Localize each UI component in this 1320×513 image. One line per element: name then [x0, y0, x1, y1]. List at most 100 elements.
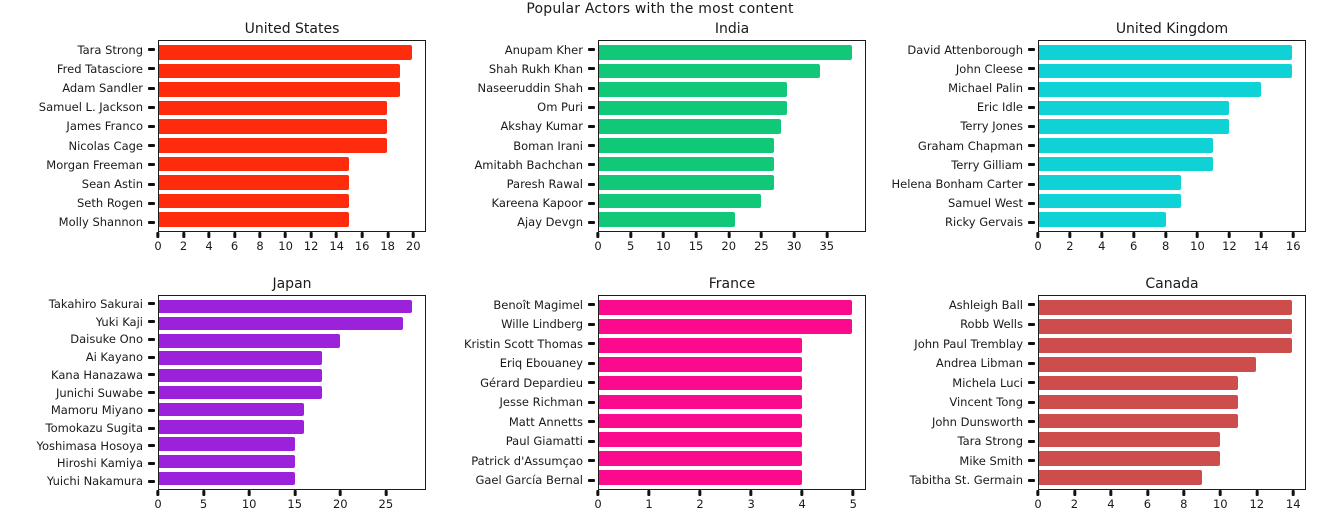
- x-tick: 25: [754, 232, 769, 253]
- y-tick-mark: [1028, 105, 1035, 109]
- x-tick-label: 10: [1190, 239, 1205, 253]
- y-tick-mark: [1028, 478, 1035, 482]
- category-label: Ricky Gervais: [945, 215, 1023, 230]
- y-tick-mark: [1028, 361, 1035, 365]
- bar-slot: [1039, 80, 1305, 99]
- category-label: Tara Strong: [77, 42, 143, 57]
- bar-slot: [599, 210, 865, 229]
- x-tick-mark: [1218, 490, 1222, 496]
- category-row: Amitabh Bachchan: [440, 155, 598, 174]
- category-row: David Attenborough: [880, 40, 1038, 59]
- x-tick: 12: [1249, 490, 1264, 511]
- bar: [159, 299, 413, 314]
- category-label: Wille Lindberg: [501, 317, 583, 332]
- x-tick-label: 4: [1107, 497, 1115, 511]
- x-tick-mark: [309, 232, 313, 238]
- bar-slot: [1039, 192, 1305, 211]
- x-tick: 2: [1066, 232, 1074, 253]
- bar: [599, 318, 853, 334]
- x-tick-label: 0: [594, 497, 602, 511]
- category-label: Hiroshi Kamiya: [56, 456, 143, 471]
- bar: [159, 82, 400, 97]
- x-tick-label: 12: [1222, 239, 1237, 253]
- x-tick-label: 8: [256, 239, 264, 253]
- bar-slot: [1039, 210, 1305, 229]
- x-tick: 15: [287, 490, 302, 511]
- x-tick-label: 10: [278, 239, 293, 253]
- category-label: Amitabh Bachchan: [474, 157, 583, 172]
- bar-slot: [1039, 355, 1305, 374]
- x-tick: 35: [819, 232, 834, 253]
- category-label: Anupam Kher: [504, 42, 583, 57]
- y-tick-mark: [148, 373, 155, 377]
- x-tick-label: 1: [645, 497, 653, 511]
- category-label: Patrick d'Assumçao: [471, 453, 583, 468]
- category-row: Samuel L. Jackson: [0, 98, 158, 117]
- x-tick: 25: [379, 490, 393, 511]
- y-tick-mark: [588, 381, 595, 385]
- bar-slot: [599, 80, 865, 99]
- x-tick-mark: [825, 232, 829, 238]
- y-tick-mark: [148, 320, 155, 324]
- bar-slot: [1039, 62, 1305, 81]
- x-tick-mark: [1072, 490, 1076, 496]
- subplot-canada: Canada Ashleigh Ball Robb Wells John Paul T…: [880, 255, 1320, 513]
- category-row: Hiroshi Kamiya: [0, 455, 158, 473]
- x-tick-label: 0: [1034, 497, 1042, 511]
- x-tick-label: 0: [154, 239, 162, 253]
- x-axis: 0 2 4 6 8 10 12 14: [1034, 490, 1306, 513]
- x-tick: 2: [180, 232, 187, 253]
- x-tick: 16: [355, 232, 370, 253]
- x-tick-label: 2: [696, 497, 704, 511]
- category-label: Benoît Magimel: [493, 297, 583, 312]
- x-tick-mark: [247, 490, 251, 496]
- x-tick: 4: [1107, 490, 1115, 511]
- x-tick-mark: [629, 232, 633, 238]
- category-row: Tomokazu Sugita: [0, 419, 158, 437]
- y-tick-mark: [1028, 201, 1035, 205]
- category-label: Terry Gilliam: [951, 157, 1023, 172]
- x-tick-label: 5: [627, 239, 635, 253]
- x-tick-mark: [181, 232, 185, 238]
- y-tick-mark: [588, 48, 595, 52]
- bar: [1039, 413, 1239, 429]
- bar: [159, 193, 349, 209]
- bar-slot: [599, 155, 865, 174]
- category-label: Adam Sandler: [62, 81, 143, 95]
- category-label: Mike Smith: [959, 453, 1023, 468]
- category-label: Eric Idle: [976, 100, 1023, 115]
- bar: [599, 82, 788, 97]
- x-tick-mark: [207, 232, 211, 238]
- bar-slot: [599, 336, 865, 355]
- bar: [599, 337, 802, 353]
- y-tick-mark: [148, 426, 155, 430]
- bar-slot: [159, 117, 425, 136]
- subplot-title: India: [714, 21, 750, 37]
- y-axis-labels: Anupam Kher Shah Rukh Khan Naseeruddin Sha…: [440, 40, 598, 232]
- x-tick-label: 10: [1212, 497, 1228, 511]
- bar-slot: [599, 99, 865, 118]
- category-row: Anupam Kher: [440, 40, 598, 59]
- x-tick-mark: [156, 490, 160, 496]
- x-tick-mark: [1036, 232, 1040, 238]
- bar: [599, 212, 736, 227]
- x-tick-mark: [698, 490, 702, 496]
- category-row: Helena Bonham Carter: [880, 174, 1038, 193]
- subplot-united-kingdom: United Kingdom David Attenborough John Cle…: [880, 0, 1320, 255]
- y-tick-mark: [588, 400, 595, 404]
- y-tick-mark: [588, 342, 595, 346]
- x-tick: 12: [1222, 232, 1237, 253]
- y-axis-labels: Tara Strong Fred Tatasciore Adam Sandler Sa…: [0, 40, 158, 232]
- category-row: Paresh Rawal: [440, 174, 598, 193]
- y-tick-mark: [148, 48, 155, 52]
- bar-slot: [599, 449, 865, 468]
- category-row: Matt Annetts: [440, 412, 598, 432]
- category-label: Michela Luci: [952, 375, 1023, 390]
- x-tick-label: 14: [1253, 239, 1269, 253]
- bar: [599, 394, 802, 410]
- bar-slot: [599, 411, 865, 430]
- x-tick: 0: [594, 490, 602, 511]
- y-tick-mark: [148, 144, 155, 148]
- x-tick-mark: [233, 232, 237, 238]
- bar: [599, 119, 781, 134]
